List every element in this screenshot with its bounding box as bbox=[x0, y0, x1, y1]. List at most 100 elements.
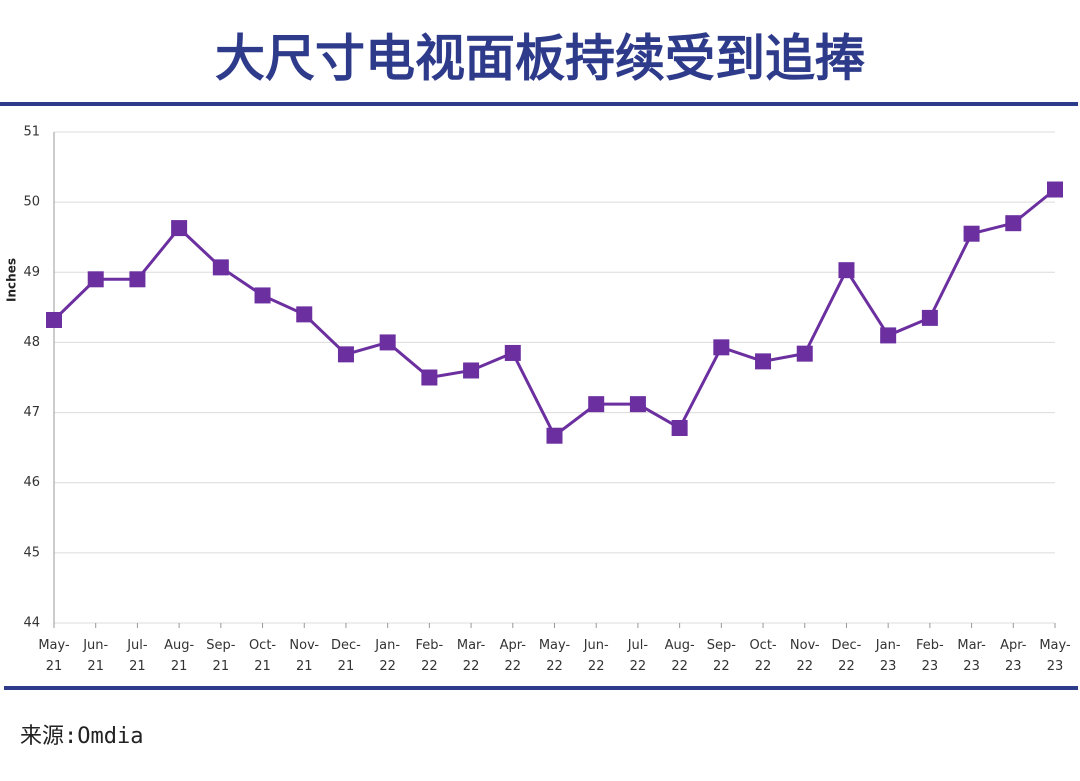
x-tick-label: Jun- 21 bbox=[82, 638, 108, 674]
x-tick-label: Jul- 21 bbox=[126, 638, 148, 674]
data-point bbox=[87, 271, 104, 288]
data-point bbox=[838, 262, 855, 279]
x-tick-label-line: 21 bbox=[46, 659, 63, 674]
data-point bbox=[588, 396, 605, 413]
x-tick-label: Feb- 23 bbox=[916, 638, 944, 674]
x-tick-label-line: 22 bbox=[630, 659, 647, 674]
x-tick-label-line: 22 bbox=[588, 659, 605, 674]
data-point bbox=[337, 346, 354, 363]
x-tick-label-line: Dec- bbox=[832, 638, 862, 653]
x-tick-label: May- 23 bbox=[1039, 638, 1071, 674]
chart-title: 大尺寸电视面板持续受到追捧 bbox=[215, 30, 865, 88]
data-point bbox=[755, 353, 772, 370]
x-tick-label-line: Mar- bbox=[457, 638, 486, 653]
x-tick-label-line: Jun- bbox=[82, 638, 108, 653]
x-tick-label-line: 22 bbox=[713, 659, 730, 674]
y-tick-label: 49 bbox=[23, 265, 40, 280]
x-tick-label-line: Feb- bbox=[916, 638, 944, 653]
x-tick-label: Aug- 21 bbox=[164, 638, 194, 674]
x-tick-label-line: 21 bbox=[254, 659, 271, 674]
x-tick-label-line: 23 bbox=[1047, 659, 1064, 674]
x-tick-label: May- 22 bbox=[539, 638, 571, 674]
x-tick-label: Sep- 22 bbox=[707, 638, 737, 674]
y-tick-label: 51 bbox=[23, 125, 40, 140]
data-point bbox=[713, 339, 730, 356]
data-point bbox=[963, 225, 980, 242]
x-tick-label: Jul- 22 bbox=[627, 638, 649, 674]
x-tick-label-line: 23 bbox=[880, 659, 897, 674]
x-tick-label: May- 21 bbox=[38, 638, 70, 674]
x-tick-label-line: May- bbox=[539, 638, 571, 653]
x-tick-label-line: Jan- bbox=[374, 638, 400, 653]
x-tick-label-line: 21 bbox=[338, 659, 355, 674]
x-tick-label: Mar- 23 bbox=[957, 638, 986, 674]
x-tick-label-line: 23 bbox=[922, 659, 939, 674]
data-point bbox=[546, 427, 563, 444]
x-tick-label-line: Nov- bbox=[289, 638, 319, 653]
x-tick-label-line: 22 bbox=[671, 659, 688, 674]
y-tick-label: 48 bbox=[23, 335, 40, 350]
data-point bbox=[421, 369, 438, 386]
data-point bbox=[671, 420, 688, 437]
x-tick-label: Jan- 23 bbox=[875, 638, 901, 674]
data-point bbox=[921, 309, 938, 326]
data-point bbox=[171, 220, 188, 237]
y-tick-label: 44 bbox=[23, 616, 40, 631]
x-tick-label: Dec- 22 bbox=[832, 638, 862, 674]
x-tick-label-line: May- bbox=[38, 638, 70, 653]
data-point bbox=[629, 396, 646, 413]
y-axis-label: Inches bbox=[5, 258, 19, 302]
x-tick-label-line: 22 bbox=[838, 659, 855, 674]
x-tick-label-line: Feb- bbox=[416, 638, 444, 653]
x-tick-label-line: Sep- bbox=[707, 638, 737, 653]
x-tick-label-line: 21 bbox=[213, 659, 230, 674]
data-point bbox=[796, 345, 813, 362]
x-tick-label-line: Mar- bbox=[957, 638, 986, 653]
x-tick-label: Mar- 22 bbox=[457, 638, 486, 674]
x-tick-label: Jan- 22 bbox=[374, 638, 400, 674]
x-tick-label: Nov- 21 bbox=[289, 638, 319, 674]
x-tick-label-line: 22 bbox=[505, 659, 522, 674]
x-tick-label-line: Nov- bbox=[790, 638, 820, 653]
x-tick-label: Jun- 22 bbox=[583, 638, 609, 674]
x-tick-label-line: Jan- bbox=[875, 638, 901, 653]
x-tick-label-line: 22 bbox=[463, 659, 480, 674]
x-tick-label-line: 23 bbox=[963, 659, 980, 674]
x-tick-label: Oct- 21 bbox=[249, 638, 276, 674]
data-point bbox=[880, 327, 897, 344]
source-note: 来源:Omdia bbox=[20, 724, 143, 749]
x-tick-label-line: Oct- bbox=[249, 638, 276, 653]
data-point bbox=[504, 344, 521, 361]
data-point bbox=[296, 306, 313, 323]
x-tick-label-line: May- bbox=[1039, 638, 1071, 653]
x-tick-label-line: Jun- bbox=[583, 638, 609, 653]
x-tick-label: Feb- 22 bbox=[416, 638, 444, 674]
x-tick-label-line: Sep- bbox=[206, 638, 236, 653]
x-tick-label: Aug- 22 bbox=[665, 638, 695, 674]
data-point bbox=[1047, 181, 1063, 198]
x-tick-label: Dec- 21 bbox=[331, 638, 361, 674]
x-tick-label-line: 22 bbox=[796, 659, 813, 674]
data-point bbox=[129, 271, 146, 288]
x-tick-label-line: Oct- bbox=[749, 638, 776, 653]
x-tick-label-line: 23 bbox=[1005, 659, 1022, 674]
x-tick-label-line: 21 bbox=[129, 659, 146, 674]
data-point bbox=[254, 287, 271, 304]
x-tick-label-line: Apr- bbox=[1000, 638, 1027, 653]
x-tick-label-line: 22 bbox=[546, 659, 563, 674]
x-tick-label: Sep- 21 bbox=[206, 638, 236, 674]
x-tick-label-line: 21 bbox=[171, 659, 188, 674]
y-tick-label: 46 bbox=[23, 475, 40, 490]
y-tick-label: 45 bbox=[23, 545, 40, 560]
x-tick-label: Apr- 22 bbox=[500, 638, 527, 674]
data-point bbox=[379, 334, 396, 351]
x-tick-label-line: Dec- bbox=[331, 638, 361, 653]
x-tick-label-line: Jul- bbox=[126, 638, 148, 653]
data-point bbox=[46, 311, 62, 328]
x-tick-label: Nov- 22 bbox=[790, 638, 820, 674]
x-tick-label-line: 22 bbox=[421, 659, 438, 674]
x-tick-label-line: Aug- bbox=[665, 638, 695, 653]
x-tick-label-line: Aug- bbox=[164, 638, 194, 653]
x-tick-label-line: 21 bbox=[87, 659, 104, 674]
